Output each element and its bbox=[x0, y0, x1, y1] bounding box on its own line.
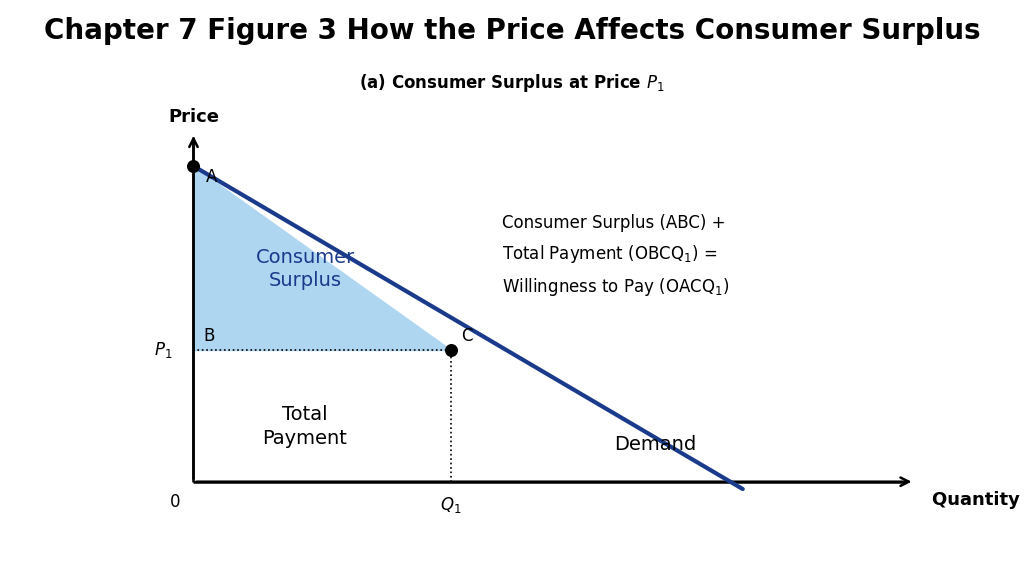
Text: $\mathit{Q}_1$: $\mathit{Q}_1$ bbox=[440, 495, 462, 514]
Text: (a) Consumer Surplus at Price $\mathit{P}_1$: (a) Consumer Surplus at Price $\mathit{P… bbox=[359, 72, 665, 94]
Text: Price: Price bbox=[168, 108, 219, 126]
Polygon shape bbox=[194, 166, 451, 350]
Point bbox=[185, 161, 202, 170]
Point bbox=[442, 345, 459, 354]
Text: $\mathit{P}_1$: $\mathit{P}_1$ bbox=[154, 340, 172, 359]
Text: 0: 0 bbox=[170, 492, 180, 511]
Text: A: A bbox=[207, 168, 218, 186]
Text: Quantity of Steel: Quantity of Steel bbox=[932, 491, 1024, 509]
Text: C: C bbox=[461, 327, 473, 345]
Text: Consumer
Surplus: Consumer Surplus bbox=[255, 248, 354, 290]
Text: B: B bbox=[204, 327, 215, 345]
Text: Chapter 7 Figure 3 How the Price Affects Consumer Surplus: Chapter 7 Figure 3 How the Price Affects… bbox=[44, 17, 980, 46]
Text: Demand: Demand bbox=[614, 435, 696, 454]
Text: Total
Payment: Total Payment bbox=[262, 406, 347, 448]
Text: Consumer Surplus (ABC) +
Total Payment (OBCQ$_1$) =
Willingness to Pay (OACQ$_1$: Consumer Surplus (ABC) + Total Payment (… bbox=[503, 214, 730, 298]
